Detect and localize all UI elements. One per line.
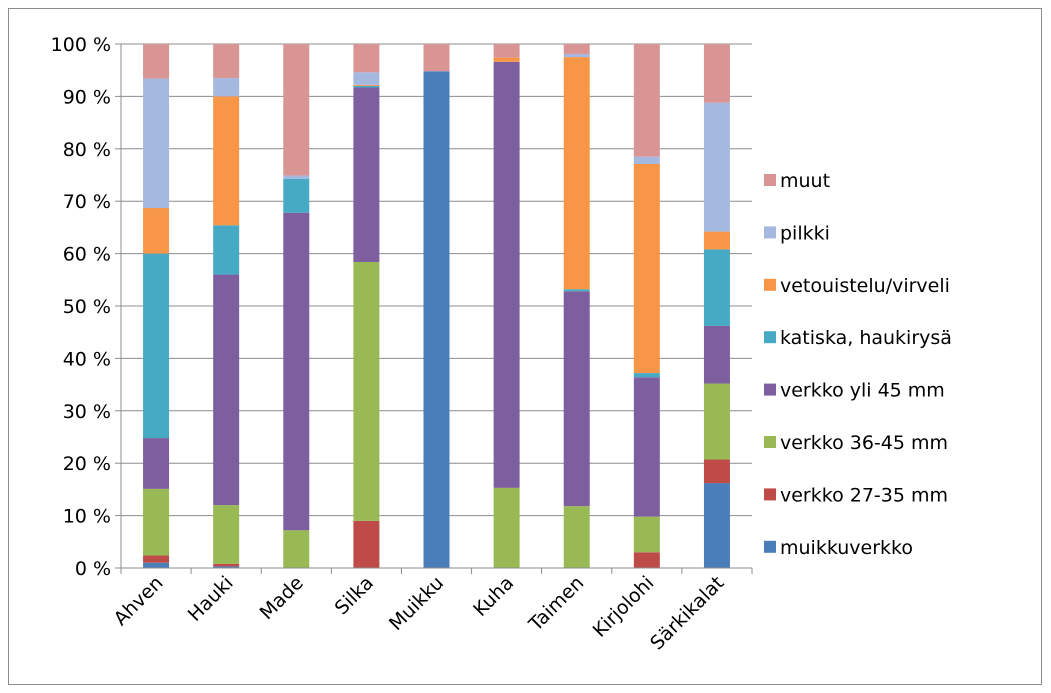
- x-tick-label: Kuha: [469, 572, 518, 621]
- bar-segment: [633, 156, 660, 164]
- bar-segment: [633, 377, 660, 517]
- y-tick-label: 70 %: [63, 191, 111, 213]
- y-tick-label: 80 %: [63, 139, 111, 161]
- bar-segment: [213, 225, 240, 275]
- y-axis-ticks: 0 % 10 % 20 % 30 % 40 % 50 % 60 % 70 % 80 % 90 % 1…: [51, 34, 121, 580]
- bar-segment: [143, 253, 170, 439]
- bar-segment: [283, 212, 310, 531]
- bar-segment: [703, 383, 730, 460]
- y-tick-label: 20 %: [63, 453, 111, 475]
- x-tick-label: Ahven: [110, 572, 168, 630]
- bar-segment: [493, 57, 520, 62]
- bar-segment: [703, 44, 730, 103]
- bar-segment: [283, 44, 310, 176]
- legend-label: verkko 27-35 mm: [780, 484, 948, 506]
- bar-segment: [143, 208, 170, 254]
- bar-segment: [143, 44, 170, 79]
- bar-segment: [423, 71, 450, 569]
- y-tick-label: 60 %: [63, 244, 111, 266]
- y-tick-label: 10 %: [63, 506, 111, 528]
- bar-segment: [283, 530, 310, 568]
- x-tick-label: Silka: [331, 572, 378, 619]
- bar-segment: [283, 178, 310, 213]
- bar-segment: [213, 274, 240, 506]
- legend-swatch: [764, 331, 776, 344]
- bar-segment: [493, 44, 520, 58]
- x-tick-label: Muikku: [385, 572, 448, 635]
- chart-frame: [8, 8, 1042, 685]
- legend-label: muikkuverkko: [780, 537, 913, 559]
- y-tick-label: 40 %: [63, 348, 111, 370]
- bar-segment: [283, 175, 310, 179]
- bar-segment: [493, 61, 520, 488]
- bar-segment: [213, 505, 240, 564]
- bar-segment: [703, 459, 730, 484]
- bar-segment: [353, 72, 380, 85]
- bar-segment: [563, 53, 590, 58]
- legend-swatch: [764, 488, 776, 501]
- x-tick-label: Taimen: [524, 572, 588, 636]
- bar-segment: [633, 44, 660, 157]
- legend: muut pilkki vetouistelu/virveli katiska, ha…: [764, 170, 952, 559]
- legend-swatch: [764, 540, 776, 553]
- bar-segment: [143, 562, 170, 568]
- bar-segment: [563, 506, 590, 568]
- x-tick-label: Made: [256, 572, 308, 624]
- bar-segment: [703, 249, 730, 326]
- bar-segment: [353, 520, 380, 568]
- bar-segment: [353, 44, 380, 73]
- legend-swatch: [764, 436, 776, 448]
- bar-segment: [353, 85, 380, 88]
- bar-segment: [493, 487, 520, 568]
- bar-segment: [143, 555, 170, 563]
- bar-segment: [703, 102, 730, 232]
- y-tick-label: 90 %: [63, 86, 111, 108]
- bar-segment: [353, 87, 380, 262]
- bar-segment: [213, 563, 240, 567]
- legend-swatch: [764, 174, 776, 186]
- x-tick-label: Hauki: [184, 572, 238, 626]
- legend-label: muut: [780, 170, 830, 192]
- legend-label: verkko yli 45 mm: [780, 380, 945, 402]
- bar-segment: [213, 44, 240, 79]
- bar-segment: [703, 483, 730, 568]
- bar-segment: [633, 373, 660, 378]
- bar-segment: [143, 438, 170, 489]
- legend-swatch: [764, 383, 776, 396]
- bar-segment: [563, 44, 590, 54]
- bar-segment: [423, 44, 450, 72]
- bar-segment: [143, 488, 170, 556]
- bar-segment: [703, 325, 730, 384]
- legend-label: verkko 36-45 mm: [780, 432, 948, 454]
- x-axis-ticks: Ahven Hauki Made Silka Muikku Kuha Taimen Kirjo…: [110, 568, 753, 654]
- legend-label: katiska, haukirysä: [780, 327, 952, 349]
- bar-segment: [353, 261, 380, 521]
- bar-segment: [213, 566, 240, 568]
- bar-segment: [353, 84, 380, 86]
- bar-segment: [563, 291, 590, 507]
- y-tick-label: 30 %: [63, 401, 111, 423]
- y-tick-label: 0 %: [75, 558, 111, 580]
- bar-segment: [633, 516, 660, 553]
- y-tick-label: 50 %: [63, 296, 111, 318]
- bar-segment: [213, 78, 240, 97]
- bars: [143, 44, 730, 569]
- bar-segment: [563, 57, 590, 290]
- x-tick-label: Kirjolohi: [589, 572, 659, 642]
- bar-segment: [143, 78, 170, 209]
- legend-swatch: [764, 278, 776, 291]
- y-tick-label: 100 %: [51, 34, 111, 56]
- legend-label: pilkki: [780, 222, 830, 244]
- bar-segment: [213, 96, 240, 226]
- x-tick-label: Särkikalat: [646, 572, 728, 654]
- bar-segment: [633, 552, 660, 568]
- legend-swatch: [764, 226, 776, 239]
- bar-segment: [563, 289, 590, 292]
- bar-segment: [703, 231, 730, 250]
- bar-segment: [633, 163, 660, 374]
- legend-label: vetouistelu/virveli: [780, 275, 950, 297]
